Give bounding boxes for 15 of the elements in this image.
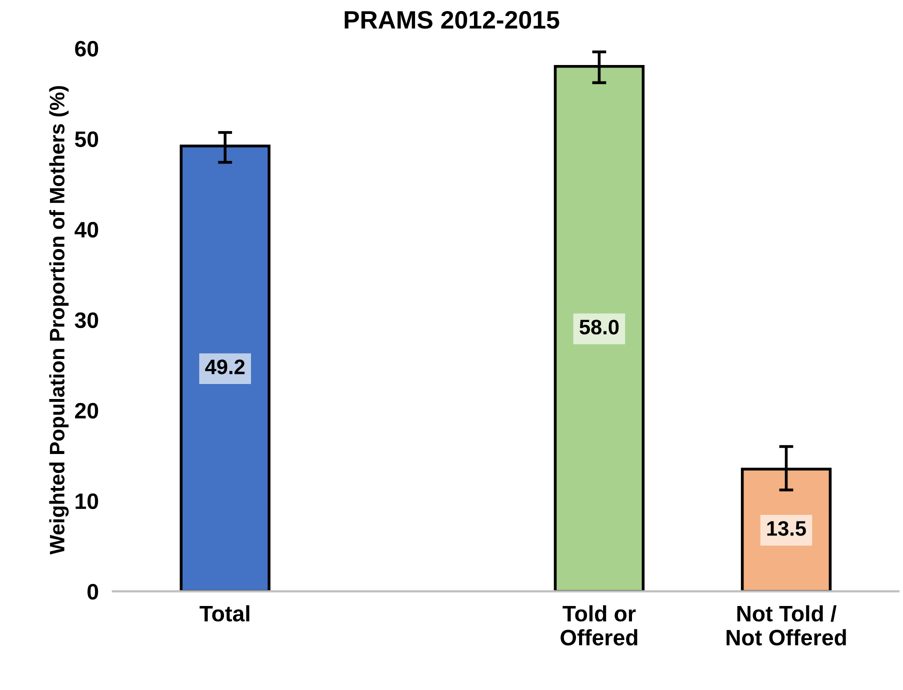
chart-title: PRAMS 2012-2015 (344, 11, 560, 29)
x-tick-label: Told or Offered (560, 605, 638, 646)
x-tick-label: Not Told / Not Offered (726, 605, 846, 646)
y-axis-title: Weighted Population Proportion of Mothers (%) (49, 86, 69, 555)
y-tick-label: 20 (75, 402, 98, 419)
x-tick-label: Total (200, 605, 250, 622)
y-tick-label: 40 (74, 222, 98, 238)
y-tick-label: 30 (74, 312, 98, 328)
y-tick-label: 50 (74, 131, 98, 148)
data-label: 58.0 (580, 320, 619, 334)
y-tick-label: 0 (88, 584, 98, 600)
y-tick-label: 10 (76, 493, 98, 510)
y-tick-label: 60 (75, 40, 98, 57)
data-label: 49.2 (205, 360, 245, 374)
data-label: 13.5 (767, 521, 806, 536)
